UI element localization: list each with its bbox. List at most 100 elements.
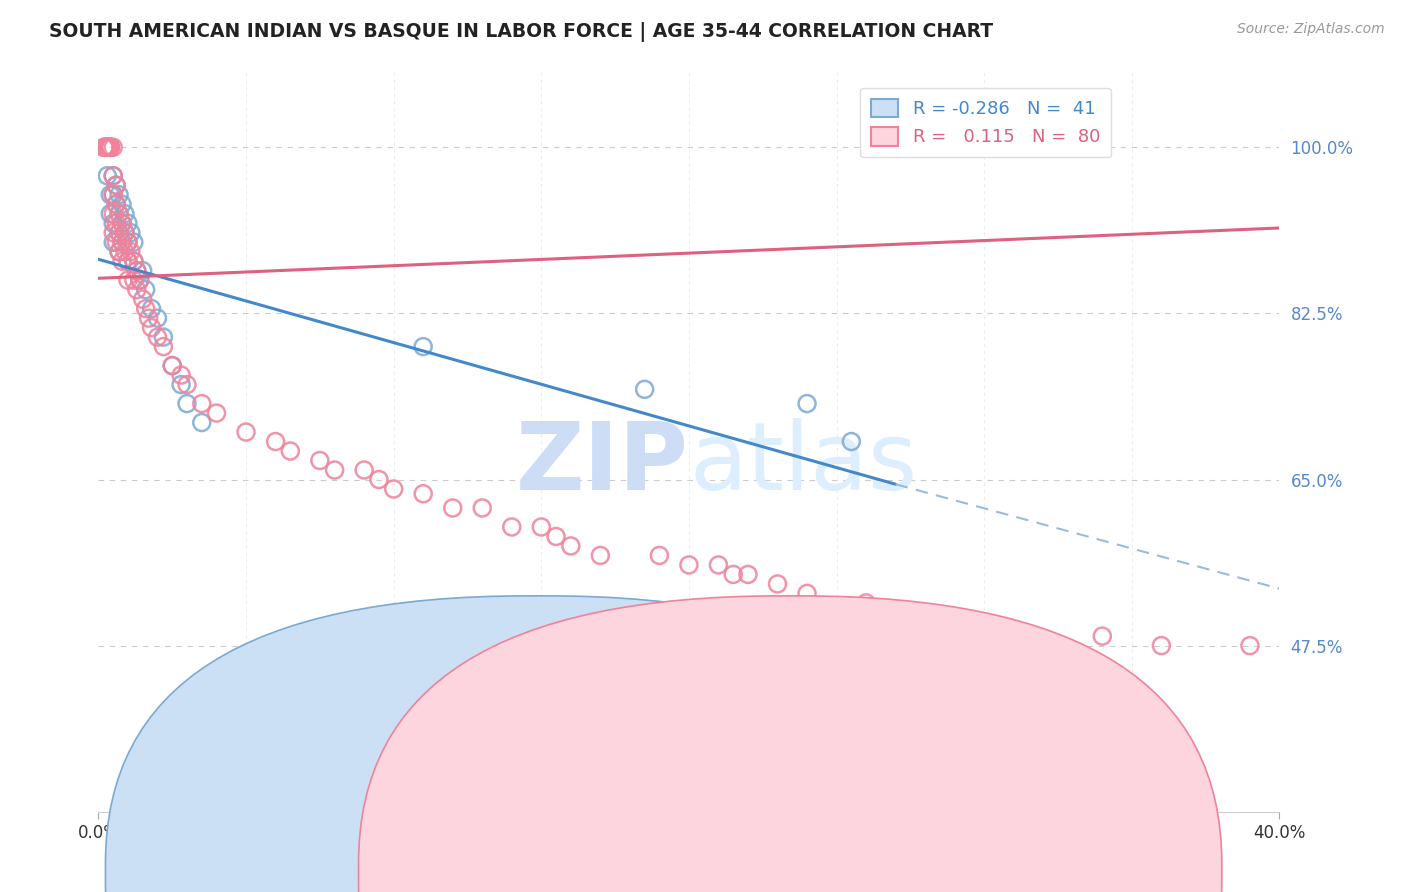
- Point: [122, 254, 145, 268]
- Point: [1091, 629, 1114, 643]
- Point: [114, 226, 136, 240]
- Point: [135, 301, 157, 316]
- Point: [152, 330, 174, 344]
- Point: [138, 311, 160, 326]
- Point: [105, 197, 128, 211]
- Point: [108, 226, 131, 240]
- Point: [93, 140, 115, 154]
- Point: [105, 235, 128, 250]
- Point: [146, 330, 169, 344]
- Point: [162, 359, 183, 373]
- Point: [841, 434, 863, 449]
- Point: [884, 606, 907, 620]
- Point: [103, 216, 125, 230]
- Point: [122, 273, 145, 287]
- Point: [634, 382, 657, 396]
- Point: [412, 487, 434, 501]
- Legend: R = -0.286   N =  41, R =   0.115   N =  80: R = -0.286 N = 41, R = 0.115 N = 80: [860, 87, 1111, 157]
- Point: [128, 273, 150, 287]
- Point: [132, 263, 155, 277]
- Text: atlas: atlas: [689, 417, 917, 509]
- Point: [235, 425, 257, 439]
- Point: [125, 263, 148, 277]
- Point: [382, 482, 405, 496]
- Point: [96, 140, 118, 154]
- Point: [122, 235, 145, 250]
- Point: [98, 140, 121, 154]
- Point: [120, 244, 142, 259]
- Point: [560, 539, 582, 553]
- Point: [103, 140, 125, 154]
- Point: [111, 197, 134, 211]
- Point: [132, 292, 155, 306]
- Point: [98, 207, 121, 221]
- Text: South American Indians: South American Indians: [548, 865, 740, 880]
- Point: [117, 216, 139, 230]
- Point: [103, 169, 125, 183]
- Point: [152, 340, 174, 354]
- Point: [111, 254, 134, 268]
- Point: [323, 463, 346, 477]
- Point: [589, 549, 612, 563]
- Point: [103, 226, 125, 240]
- Point: [368, 473, 391, 487]
- Point: [205, 406, 228, 420]
- Point: [1002, 624, 1025, 639]
- Point: [105, 197, 128, 211]
- Point: [98, 140, 121, 154]
- Point: [117, 273, 139, 287]
- Point: [103, 169, 125, 183]
- Point: [634, 710, 657, 724]
- Point: [264, 434, 287, 449]
- Point: [1150, 639, 1173, 653]
- Point: [108, 207, 131, 221]
- Point: [98, 140, 121, 154]
- Point: [125, 263, 148, 277]
- Point: [707, 558, 730, 572]
- Point: [108, 187, 131, 202]
- Point: [678, 558, 700, 572]
- Point: [108, 244, 131, 259]
- Point: [128, 273, 150, 287]
- Point: [176, 396, 198, 410]
- Point: [122, 254, 145, 268]
- Text: ZIP: ZIP: [516, 417, 689, 509]
- Point: [191, 396, 214, 410]
- Point: [648, 549, 671, 563]
- Point: [96, 140, 118, 154]
- Point: [141, 301, 163, 316]
- Point: [103, 235, 125, 250]
- Point: [105, 178, 128, 193]
- Point: [111, 235, 134, 250]
- Point: [766, 577, 789, 591]
- Point: [93, 140, 115, 154]
- Point: [546, 529, 568, 543]
- Point: [93, 140, 115, 154]
- Point: [1239, 639, 1261, 653]
- Point: [105, 216, 128, 230]
- Point: [870, 643, 893, 657]
- Point: [796, 396, 818, 410]
- Point: [103, 187, 125, 202]
- Point: [170, 368, 193, 383]
- Point: [135, 283, 157, 297]
- Text: Basques: Basques: [794, 865, 869, 880]
- Text: Source: ZipAtlas.com: Source: ZipAtlas.com: [1237, 22, 1385, 37]
- Point: [125, 283, 148, 297]
- Point: [96, 140, 118, 154]
- Point: [96, 140, 118, 154]
- Point: [105, 178, 128, 193]
- Point: [103, 207, 125, 221]
- Point: [141, 320, 163, 334]
- Point: [441, 500, 464, 515]
- Point: [353, 463, 375, 477]
- Point: [170, 377, 193, 392]
- Point: [191, 416, 214, 430]
- Point: [737, 567, 759, 582]
- Point: [412, 340, 434, 354]
- Point: [108, 226, 131, 240]
- Point: [117, 235, 139, 250]
- Point: [114, 207, 136, 221]
- Point: [111, 235, 134, 250]
- Point: [280, 444, 302, 458]
